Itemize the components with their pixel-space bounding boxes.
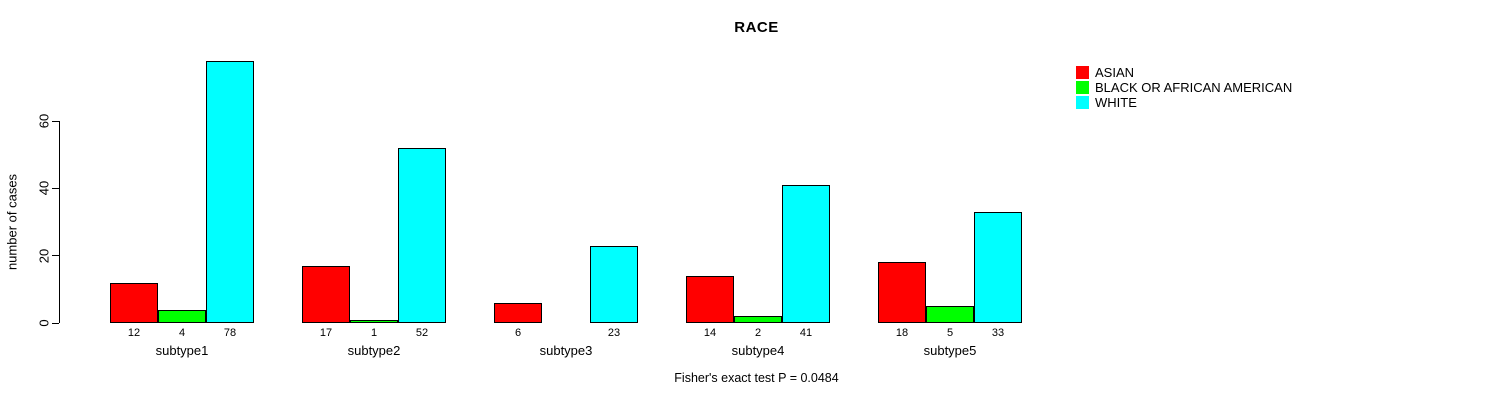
y-tick-label: 0 <box>36 319 52 327</box>
bar <box>110 282 158 323</box>
bar-value-label: 5 <box>946 327 954 339</box>
chart-title: RACE <box>734 19 779 36</box>
category-label: subtype2 <box>347 343 401 358</box>
legend-swatch-asian <box>1076 66 1089 79</box>
category-label: subtype3 <box>539 343 593 358</box>
bar-value-label: 23 <box>607 327 621 339</box>
bar-value-label: 17 <box>319 327 333 339</box>
bar-value-label: 33 <box>991 327 1005 339</box>
category-label: subtype5 <box>923 343 977 358</box>
y-tick <box>52 322 59 324</box>
category-label: subtype4 <box>731 343 785 358</box>
y-tick-label: 20 <box>36 248 52 263</box>
y-tick-label: 60 <box>36 113 52 129</box>
footer-note: Fisher's exact test P = 0.0484 <box>674 371 839 385</box>
bar <box>158 309 206 323</box>
bar-value-label: 12 <box>127 327 141 339</box>
category-label: subtype1 <box>155 343 209 358</box>
legend: ASIAN BLACK OR AFRICAN AMERICAN WHITE <box>1076 66 1292 111</box>
bar-value-label: 1 <box>370 327 378 339</box>
bar <box>494 302 542 323</box>
bar <box>302 265 350 323</box>
legend-swatch-black-or-african-american <box>1076 81 1089 94</box>
bar <box>206 60 254 323</box>
bar <box>590 245 638 323</box>
bar <box>926 306 974 323</box>
bar-value-label: 4 <box>178 327 186 339</box>
y-tick-label: 40 <box>36 181 52 196</box>
bar-value-label: 14 <box>703 327 717 339</box>
legend-label: ASIAN <box>1095 65 1135 80</box>
y-tick <box>52 120 59 122</box>
bar <box>878 262 926 323</box>
bar <box>350 319 398 323</box>
y-axis-line <box>59 121 60 323</box>
legend-label: BLACK OR AFRICAN AMERICAN <box>1095 80 1293 95</box>
bar <box>734 316 782 323</box>
legend-swatch-white <box>1076 96 1089 109</box>
y-tick <box>52 255 59 257</box>
y-tick <box>52 187 59 189</box>
bar <box>398 148 446 323</box>
legend-item: BLACK OR AFRICAN AMERICAN <box>1076 81 1292 94</box>
legend-item: WHITE <box>1076 96 1292 109</box>
bar <box>686 275 734 323</box>
bar-value-label: 52 <box>415 327 429 339</box>
legend-item: ASIAN <box>1076 66 1292 79</box>
bar-value-label: 2 <box>754 327 762 339</box>
bar-value-label: 18 <box>895 327 909 339</box>
bar-value-label: 6 <box>514 327 522 339</box>
bar-value-label: 41 <box>799 327 813 339</box>
bar <box>974 211 1022 323</box>
legend-label: WHITE <box>1095 95 1137 110</box>
bar <box>782 185 830 323</box>
bar-value-label: 78 <box>223 327 237 339</box>
